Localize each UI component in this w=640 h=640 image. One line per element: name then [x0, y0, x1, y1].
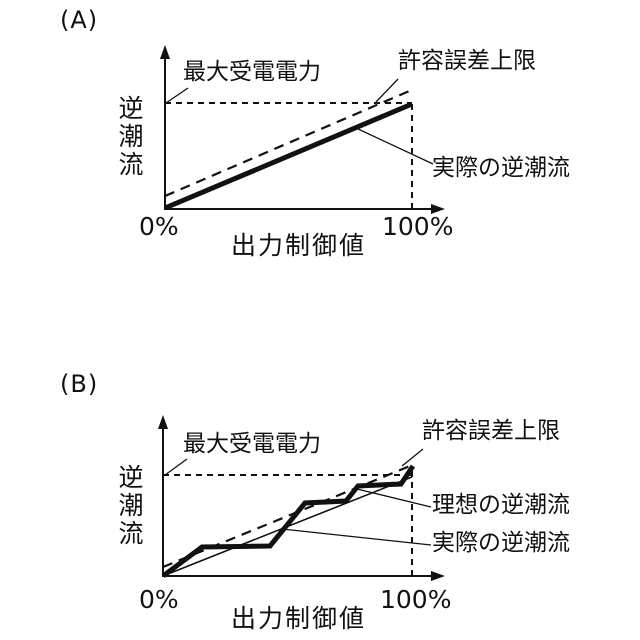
panel-b-leader-ideal-reverse-flow	[356, 488, 432, 508]
panel-b-tolerance-upper-limit-line	[162, 464, 411, 569]
panel-a-actual-reverse-flow-line	[164, 101, 413, 211]
panel-b-leader-tolerance-upper-limit	[401, 448, 424, 467]
panel-a-x-max-tick: 100%	[382, 212, 454, 241]
panel-a-x-axis-label: 出力制御値	[231, 231, 367, 260]
panel-b-ideal-reverse-flow-label: 理想の逆潮流	[432, 492, 570, 518]
panel-a-actual-reverse-flow-label: 実際の逆潮流	[432, 155, 570, 181]
panel-a-label: (A)	[60, 6, 99, 34]
panel-b-x-axis-label: 出力制御値	[231, 604, 367, 633]
panel-a-y-axis-label: 逆潮流	[115, 95, 144, 179]
panel-b-leader-actual-reverse-flow	[281, 528, 432, 546]
panel-b-tolerance-upper-limit-label: 許容誤差上限	[422, 418, 560, 444]
panel-a-graph	[160, 45, 445, 214]
panel-a-tolerance-upper-limit-label: 許容誤差上限	[398, 48, 536, 74]
panel-b-actual-reverse-flow-line	[161, 464, 416, 579]
panel-a-leader-tolerance-upper-limit	[375, 78, 399, 103]
panel-a-leader-max-received-power	[165, 87, 189, 104]
panel-a-y-axis-arrowhead	[160, 45, 170, 59]
panel-a-leader-actual-reverse-flow	[355, 127, 434, 165]
panel-b-x-max-tick: 100%	[380, 585, 452, 614]
panel-a-tolerance-upper-limit-line	[164, 87, 415, 198]
panel-a-x-axis-arrowhead	[431, 204, 445, 214]
panel-b-x-min-tick: 0%	[139, 585, 179, 614]
panel-a-x-min-tick: 0%	[139, 212, 179, 241]
panel-b-x-axis-arrowhead	[431, 571, 445, 581]
panel-b-y-axis-label: 逆潮流	[115, 464, 144, 548]
panel-b-label: (B)	[60, 370, 99, 398]
panel-b-leader-max-received-power	[164, 458, 188, 476]
panel-b-y-axis-arrowhead	[158, 415, 168, 429]
panel-a-max-received-power-label: 最大受電電力	[183, 59, 321, 85]
panel-b-actual-reverse-flow-label: 実際の逆潮流	[432, 530, 570, 556]
panel-b-max-received-power-label: 最大受電電力	[183, 431, 321, 457]
panel-b-graph	[158, 415, 445, 581]
